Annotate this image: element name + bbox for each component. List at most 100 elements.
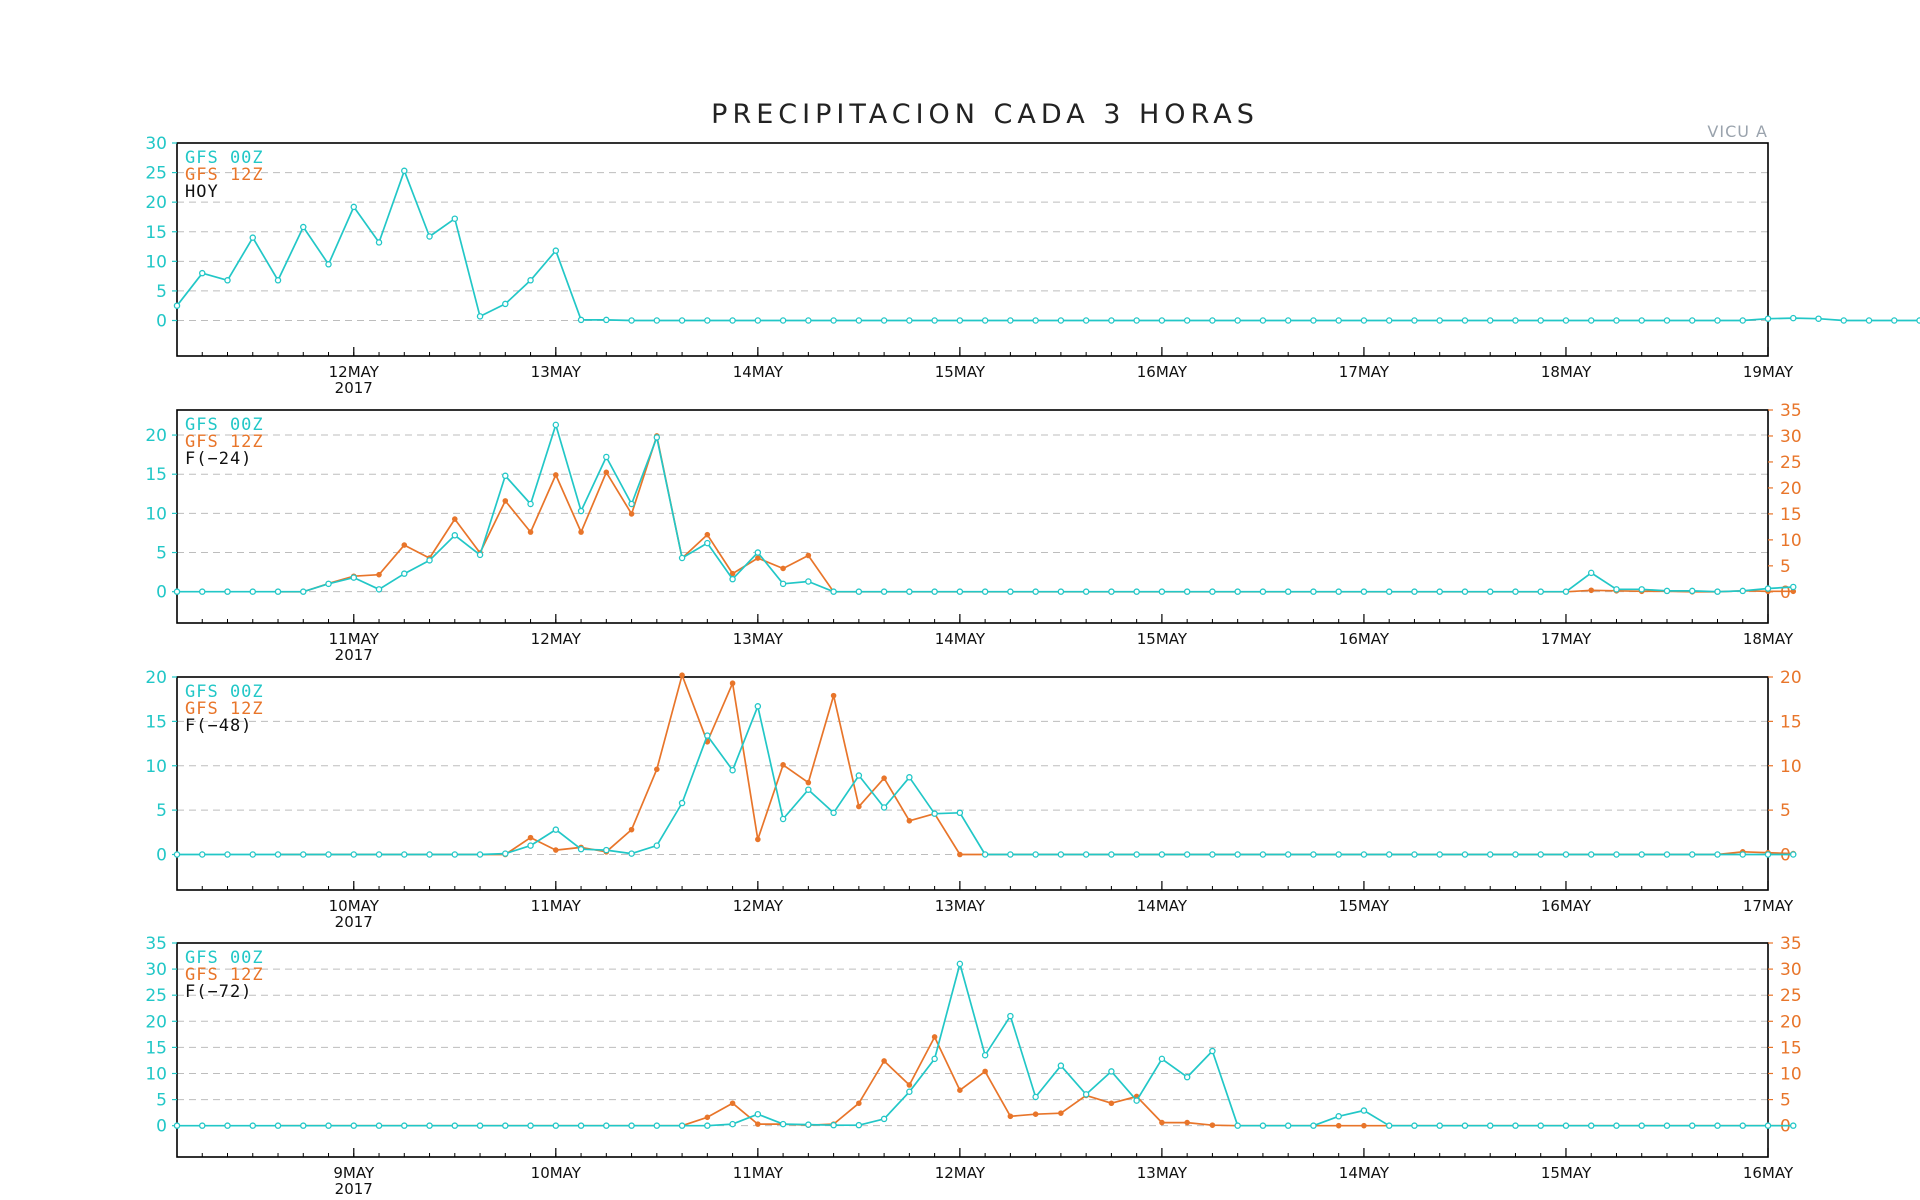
- data-point-gfs-00z: [1764, 1122, 1772, 1129]
- data-point-gfs-00z: [1486, 1122, 1494, 1129]
- data-point-gfs-00z: [1209, 851, 1216, 858]
- data-point-gfs-00z: [1310, 588, 1317, 595]
- x-tick-label: 12MAY: [329, 363, 380, 381]
- data-point-gfs-12z: [553, 847, 559, 853]
- plot-frame: [176, 676, 1769, 891]
- data-point-gfs-00z: [577, 507, 585, 515]
- data-point-gfs-00z: [1587, 317, 1595, 324]
- data-point-gfs-00z: [375, 239, 383, 246]
- data-point-gfs-00z: [1688, 317, 1696, 324]
- data-point-gfs-00z: [1537, 1122, 1544, 1129]
- data-point-gfs-00z: [956, 809, 964, 817]
- data-point-gfs-00z: [1790, 851, 1797, 858]
- data-point-gfs-00z: [1436, 588, 1443, 595]
- y-tick-label-right: 25: [1780, 453, 1802, 473]
- series-line-gfs-00z: [176, 169, 1920, 322]
- data-point-gfs-00z: [1587, 1122, 1595, 1129]
- data-point-gfs-00z: [981, 1051, 989, 1059]
- data-point-gfs-12z: [957, 1087, 963, 1093]
- x-tick-label: 13MAY: [733, 630, 784, 648]
- x-tick-label: 14MAY: [935, 630, 986, 648]
- data-point-gfs-00z: [224, 1122, 231, 1129]
- data-point-gfs-00z: [1613, 586, 1620, 593]
- data-point-gfs-00z: [931, 1055, 938, 1063]
- data-point-gfs-00z: [451, 1122, 459, 1129]
- data-point-gfs-00z: [1638, 317, 1645, 324]
- data-point-gfs-00z: [603, 846, 610, 854]
- data-point-gfs-12z: [1032, 1111, 1039, 1117]
- data-point-gfs-00z: [1486, 588, 1494, 595]
- data-point-gfs-00z: [729, 317, 736, 324]
- station-label: VICU A: [1707, 122, 1768, 141]
- y-tick-label-left: 5: [156, 282, 167, 302]
- data-point-gfs-00z: [1790, 314, 1797, 322]
- data-point-gfs-00z: [451, 532, 459, 539]
- y-tick-label-left: 5: [156, 801, 167, 821]
- data-point-gfs-12z: [401, 542, 408, 548]
- x-year-label: 2017: [335, 1180, 373, 1198]
- data-point-gfs-00z: [855, 1121, 863, 1129]
- x-tick-label: 10MAY: [531, 1164, 582, 1182]
- y-tick-label-left: 5: [156, 544, 167, 564]
- data-point-gfs-00z: [906, 588, 913, 595]
- y-tick-label-left: 25: [145, 986, 167, 1006]
- data-point-gfs-00z: [1183, 588, 1191, 595]
- x-tick-label: 15MAY: [1339, 897, 1390, 915]
- data-point-gfs-00z: [1259, 588, 1267, 595]
- data-point-gfs-00z: [249, 234, 257, 241]
- data-point-gfs-00z: [906, 1088, 913, 1096]
- data-point-gfs-00z: [678, 554, 686, 562]
- data-point-gfs-00z: [1007, 588, 1014, 595]
- data-point-gfs-00z: [1587, 851, 1595, 858]
- data-point-gfs-12z: [704, 531, 711, 538]
- x-tick-label: 17MAY: [1339, 363, 1390, 381]
- data-point-gfs-00z: [1587, 569, 1595, 577]
- data-point-gfs-12z: [881, 1058, 887, 1064]
- y-tick-label-left: 10: [145, 1064, 167, 1084]
- data-point-gfs-00z: [325, 261, 332, 268]
- data-point-gfs-00z: [1057, 317, 1065, 324]
- data-point-gfs-00z: [1032, 317, 1039, 324]
- data-point-gfs-00z: [1057, 851, 1065, 858]
- data-point-gfs-12z: [729, 1100, 736, 1107]
- data-point-gfs-00z: [325, 851, 332, 858]
- data-point-gfs-00z: [1259, 317, 1267, 324]
- data-point-gfs-00z: [1158, 317, 1166, 324]
- data-point-gfs-00z: [1663, 587, 1671, 595]
- data-point-gfs-00z: [199, 269, 206, 277]
- data-point-gfs-00z: [628, 317, 635, 324]
- data-point-gfs-12z: [780, 565, 786, 572]
- data-point-gfs-00z: [401, 570, 408, 577]
- data-point-gfs-00z: [729, 575, 736, 583]
- data-point-gfs-00z: [855, 588, 863, 595]
- data-point-gfs-12z: [1058, 1110, 1064, 1116]
- y-tick-label-left: 5: [156, 1091, 167, 1111]
- data-point-gfs-00z: [249, 851, 257, 858]
- data-point-gfs-00z: [1209, 1047, 1216, 1055]
- data-point-gfs-00z: [1133, 317, 1140, 324]
- data-point-gfs-00z: [1663, 317, 1671, 324]
- y-tick-label-left: 35: [145, 934, 167, 954]
- data-point-gfs-12z: [906, 1082, 913, 1088]
- data-point-gfs-00z: [173, 302, 181, 309]
- data-point-gfs-12z: [982, 1068, 988, 1075]
- data-point-gfs-00z: [704, 1122, 711, 1129]
- data-point-gfs-00z: [628, 1122, 635, 1129]
- data-point-gfs-00z: [274, 1122, 282, 1129]
- data-point-gfs-00z: [552, 1122, 560, 1129]
- x-tick-label: 10MAY: [329, 897, 380, 915]
- data-point-gfs-12z: [578, 529, 584, 535]
- data-point-gfs-00z: [855, 317, 863, 324]
- data-point-gfs-00z: [1082, 1091, 1090, 1098]
- data-point-gfs-00z: [1284, 1122, 1292, 1129]
- data-point-gfs-00z: [527, 500, 534, 508]
- data-point-gfs-00z: [527, 277, 534, 284]
- x-tick-label: 13MAY: [531, 363, 582, 381]
- data-point-gfs-12z: [856, 1100, 862, 1107]
- data-point-gfs-12z: [527, 834, 534, 841]
- data-point-gfs-00z: [1183, 317, 1191, 324]
- data-point-gfs-00z: [653, 842, 661, 849]
- y-tick-label-right: 20: [1780, 668, 1802, 688]
